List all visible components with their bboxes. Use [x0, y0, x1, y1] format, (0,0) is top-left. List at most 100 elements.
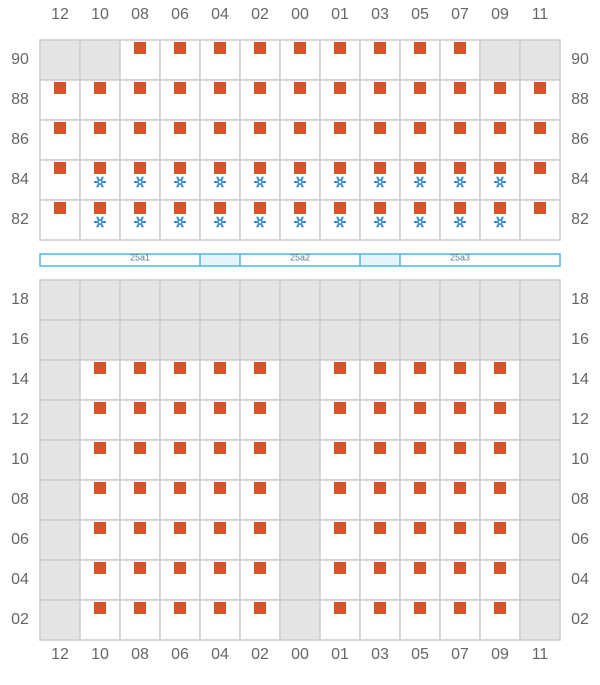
column-label: 09 — [491, 6, 509, 23]
container — [374, 602, 386, 614]
container — [254, 482, 266, 494]
container — [254, 202, 266, 214]
slot — [519, 519, 561, 561]
slot — [79, 359, 121, 401]
column-label: 11 — [532, 6, 549, 23]
slot — [279, 399, 321, 441]
container — [294, 202, 306, 214]
column-label: 11 — [532, 646, 549, 663]
container — [254, 362, 266, 374]
row-label: 04 — [11, 571, 29, 588]
column-label: 07 — [451, 646, 469, 663]
container — [94, 362, 106, 374]
slot — [279, 279, 321, 321]
slot — [319, 279, 361, 321]
container — [494, 402, 506, 414]
container — [414, 82, 426, 94]
container — [134, 522, 146, 534]
container — [174, 442, 186, 454]
container — [454, 42, 466, 54]
container — [134, 82, 146, 94]
column-label: 03 — [371, 646, 389, 663]
container — [454, 362, 466, 374]
container — [454, 82, 466, 94]
slot — [39, 479, 81, 521]
container — [214, 522, 226, 534]
container — [94, 442, 106, 454]
row-label: 84 — [571, 171, 589, 188]
container — [374, 82, 386, 94]
container — [454, 122, 466, 134]
row-label: 84 — [11, 171, 29, 188]
container — [254, 82, 266, 94]
container — [534, 202, 546, 214]
slot — [359, 279, 401, 321]
container — [214, 482, 226, 494]
container — [214, 42, 226, 54]
row-label: 86 — [571, 131, 589, 148]
column-label: 05 — [411, 646, 429, 663]
row-label: 02 — [571, 611, 589, 628]
slot — [239, 279, 281, 321]
row-label: 18 — [571, 291, 589, 308]
slot — [279, 359, 321, 401]
container — [174, 42, 186, 54]
container — [374, 402, 386, 414]
container — [214, 602, 226, 614]
container — [174, 482, 186, 494]
slot — [519, 479, 561, 521]
container — [494, 162, 506, 174]
hatch-overlap — [200, 254, 240, 266]
container — [374, 562, 386, 574]
slot — [359, 119, 401, 161]
row-label: 10 — [571, 451, 589, 468]
container — [534, 122, 546, 134]
container — [94, 562, 106, 574]
row-label: 12 — [11, 411, 29, 428]
row-label: 16 — [571, 331, 589, 348]
slot — [439, 599, 481, 641]
slot — [399, 279, 441, 321]
reefer-icon — [257, 219, 263, 225]
column-label: 06 — [171, 6, 189, 23]
row-label: 18 — [11, 291, 29, 308]
slot — [399, 319, 441, 361]
reefer-icon — [257, 179, 263, 185]
column-label: 05 — [411, 6, 429, 23]
column-label: 02 — [251, 6, 269, 23]
container — [414, 362, 426, 374]
container — [254, 162, 266, 174]
slot — [519, 39, 561, 81]
container — [454, 482, 466, 494]
container — [134, 362, 146, 374]
container — [214, 162, 226, 174]
container — [94, 82, 106, 94]
container — [454, 602, 466, 614]
row-label: 16 — [11, 331, 29, 348]
hatch-bar — [39, 253, 561, 267]
container — [54, 162, 66, 174]
slot — [199, 279, 241, 321]
reefer-icon — [137, 179, 143, 185]
container — [334, 442, 346, 454]
container — [414, 442, 426, 454]
container — [214, 202, 226, 214]
container — [254, 402, 266, 414]
row-label: 90 — [11, 51, 29, 68]
reefer-icon — [297, 219, 303, 225]
slot — [519, 359, 561, 401]
column-label: 00 — [291, 6, 309, 23]
container — [254, 602, 266, 614]
column-label: 10 — [91, 6, 109, 23]
container — [94, 122, 106, 134]
slot — [39, 439, 81, 481]
container — [214, 562, 226, 574]
slot — [159, 319, 201, 361]
slot — [279, 559, 321, 601]
container — [174, 602, 186, 614]
container — [134, 562, 146, 574]
container — [374, 202, 386, 214]
container — [334, 82, 346, 94]
container — [334, 42, 346, 54]
